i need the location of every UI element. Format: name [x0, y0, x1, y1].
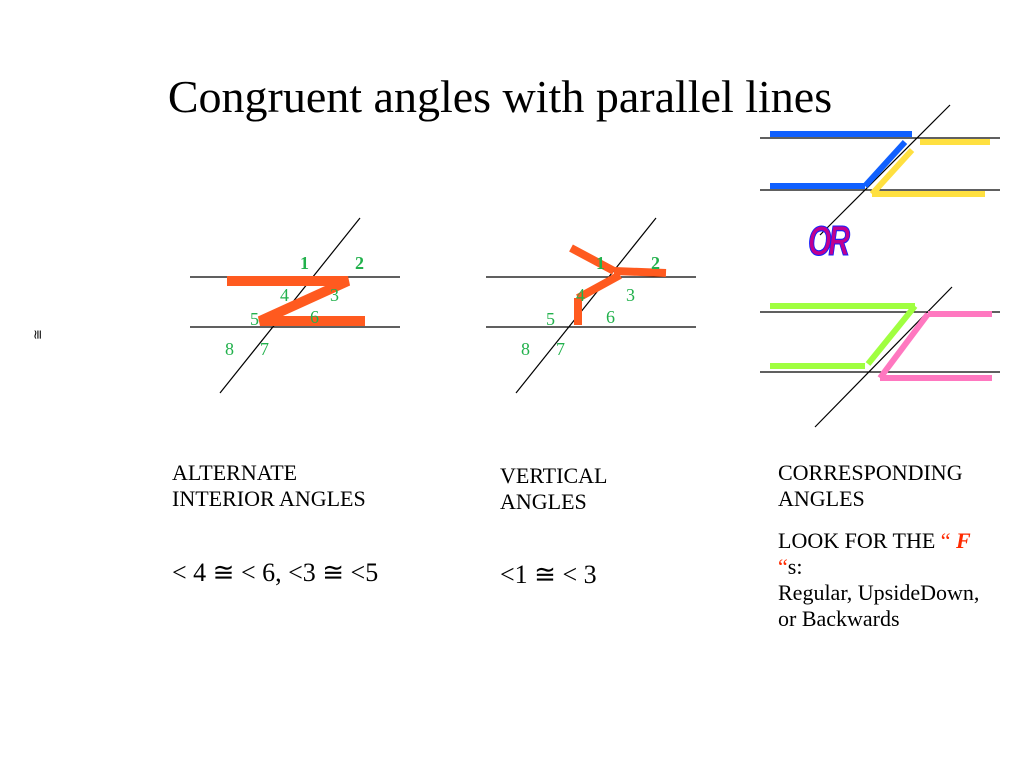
svg-text:7: 7	[260, 339, 269, 359]
svg-text:8: 8	[225, 339, 234, 359]
svg-text:4: 4	[576, 285, 585, 305]
diag2-caption: VERTICAL ANGLES	[500, 463, 700, 515]
diag2-formula: <1 ≅ < 3	[500, 560, 720, 590]
svg-text:8: 8	[521, 339, 530, 359]
svg-text:3: 3	[330, 285, 339, 305]
svg-text:2: 2	[651, 253, 660, 273]
diagram-canvas: 1234567812345678OR	[0, 0, 1024, 768]
diag3-quote2: “	[778, 554, 788, 579]
diag3-caption: CORRESPONDING ANGLES LOOK FOR THE “ F “s…	[778, 460, 998, 632]
svg-text:2: 2	[355, 253, 364, 273]
svg-text:6: 6	[310, 307, 319, 327]
diag1-formula: < 4 ≅ < 6, <3 ≅ <5	[172, 558, 392, 588]
svg-text:5: 5	[546, 309, 555, 329]
svg-text:7: 7	[556, 339, 565, 359]
diag3-caption-line1: CORRESPONDING ANGLES	[778, 460, 998, 512]
diag3-quote1: “	[941, 528, 956, 553]
diag3-s-suffix: s:	[788, 554, 803, 579]
diag3-f-letter: F	[956, 528, 970, 553]
svg-text:4: 4	[280, 285, 289, 305]
svg-text:6: 6	[606, 307, 615, 327]
svg-text:1: 1	[300, 253, 309, 273]
diag3-caption-line3: Regular, UpsideDown, or Backwards	[778, 580, 998, 632]
svg-text:OR: OR	[808, 217, 851, 264]
svg-text:1: 1	[596, 253, 605, 273]
svg-text:3: 3	[626, 285, 635, 305]
diag3-lookfor-prefix: LOOK FOR THE	[778, 528, 941, 553]
diag1-caption: ALTERNATE INTERIOR ANGLES	[172, 460, 372, 512]
svg-text:5: 5	[250, 309, 259, 329]
